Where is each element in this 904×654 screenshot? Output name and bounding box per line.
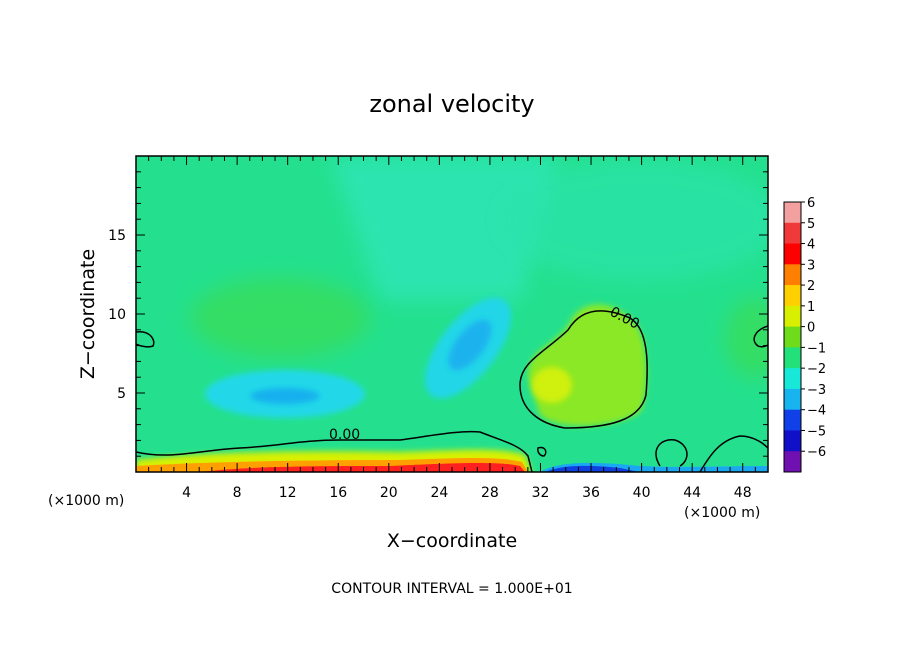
field-negative-blob-center-inner (448, 319, 492, 371)
contour-zero-right-lobe-2 (699, 435, 768, 472)
colorbar-swatch (784, 368, 801, 390)
contour-zero-blob (519, 310, 648, 429)
field-weak-positive-right (725, 298, 768, 378)
field-band-upper-right (500, 160, 768, 280)
colorbar-swatch (784, 430, 801, 452)
colorbar-swatch (784, 243, 801, 265)
y-axis: 5 10 15 (108, 171, 768, 457)
plot-area: 0.000.00 (136, 156, 768, 472)
contour-interval-footer: CONTOUR INTERVAL = 1.000E+01 (331, 581, 572, 597)
x-tick-label: 8 (233, 485, 242, 501)
field-surface-jet-core (200, 462, 525, 472)
x-tick-label: 20 (380, 485, 398, 501)
colorbar-label: 0 (807, 321, 815, 336)
zero-contours (136, 310, 768, 472)
contour-zero-right-lobe-1 (655, 439, 688, 467)
x-tick-label: 4 (182, 485, 191, 501)
colorbar-swatch (784, 222, 801, 245)
colorbar-swatch (784, 285, 801, 307)
field-negative-blob-left-inner (250, 388, 320, 404)
colorbar-label: 5 (807, 217, 815, 232)
colorbar-label: 4 (807, 238, 815, 253)
x-tick-label: 28 (481, 485, 499, 501)
chart-title: zonal velocity (369, 90, 534, 118)
y-axis-label: Z−coordinate (77, 249, 99, 379)
colorbar-label: −6 (807, 445, 826, 460)
y-tick-label: 15 (108, 228, 126, 244)
x-unit-label: (×1000 m) (684, 505, 760, 521)
colorbar-label: 2 (807, 279, 815, 294)
x-tick-label: 48 (734, 485, 752, 501)
y-tick-label: 10 (108, 307, 126, 323)
colorbar-swatch (784, 451, 801, 473)
colorbar-swatch (784, 264, 801, 286)
x-tick-label: 40 (633, 485, 651, 501)
x-tick-label: 12 (279, 485, 297, 501)
colorbar-frame (783, 201, 802, 473)
colorbar-label: −2 (807, 362, 826, 377)
field-weak-positive (190, 278, 370, 358)
colorbar-swatch (784, 409, 801, 431)
x-tick-label: 16 (329, 485, 347, 501)
colorbar-label: −3 (807, 383, 826, 398)
colorbar-swatch (784, 347, 801, 369)
x-axis-label: X−coordinate (387, 530, 517, 552)
colorbar-swatch (784, 305, 801, 328)
colorbar-label: 3 (807, 258, 815, 273)
field-positive-core (532, 367, 572, 403)
contour-label: 0.00 (329, 427, 360, 443)
colorbar-swatch (784, 388, 801, 411)
x-tick-label: 44 (683, 485, 701, 501)
colorbar-label: 1 (807, 300, 815, 315)
contour-zero-small (537, 446, 547, 457)
y-tick-label: 5 (117, 386, 126, 402)
x-tick-label: 32 (532, 485, 550, 501)
x-tick-label: 24 (430, 485, 448, 501)
field-upper-region (330, 156, 560, 300)
colorbar-label: −5 (807, 424, 826, 439)
colorbar-label: −1 (807, 341, 826, 356)
colorbar-label: 6 (807, 196, 815, 211)
x-axis: 4 8 12 16 20 24 28 32 36 40 44 48 (148, 156, 756, 501)
colorbar-label: −4 (807, 404, 826, 419)
colorbar-swatch (784, 202, 801, 224)
y-unit-label: (×1000 m) (48, 493, 124, 509)
colorbar: 6 5 4 3 2 1 0 −1 −2 −3 −4 −5 −6 (783, 196, 826, 473)
x-tick-label: 36 (582, 485, 600, 501)
contour-zero-surface (136, 430, 533, 472)
colorbar-swatch (784, 326, 801, 348)
